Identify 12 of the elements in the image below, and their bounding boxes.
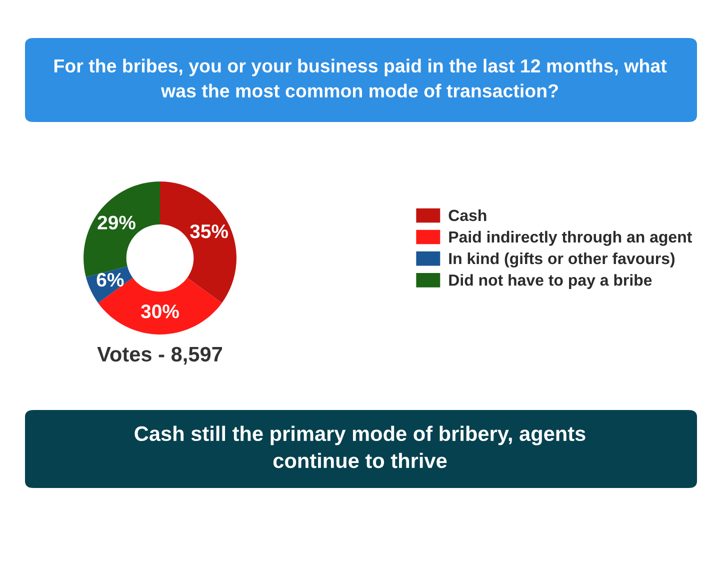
- data-label: 6%: [96, 272, 124, 287]
- legend-label: Cash: [448, 209, 486, 222]
- text: Votes - 8,597: [97, 346, 222, 365]
- data-label: 30%: [140, 304, 179, 318]
- legend-label: In kind (gifts or other favours): [449, 252, 674, 268]
- legend-label: Paid indirectly through an agent: [449, 230, 692, 246]
- data-label: 35%: [190, 224, 228, 238]
- chart-title: For the bribes, you or your business paid in the last 12 months, what was the most common mode of transaction?: [54, 58, 667, 98]
- text: Cash still the primary mode of bribery, agents continue to thrive: [134, 426, 586, 468]
- donut-slice: [160, 182, 236, 303]
- legend-label: Did not have to pay a bribe: [449, 274, 652, 289]
- data-label: 29%: [98, 216, 136, 230]
